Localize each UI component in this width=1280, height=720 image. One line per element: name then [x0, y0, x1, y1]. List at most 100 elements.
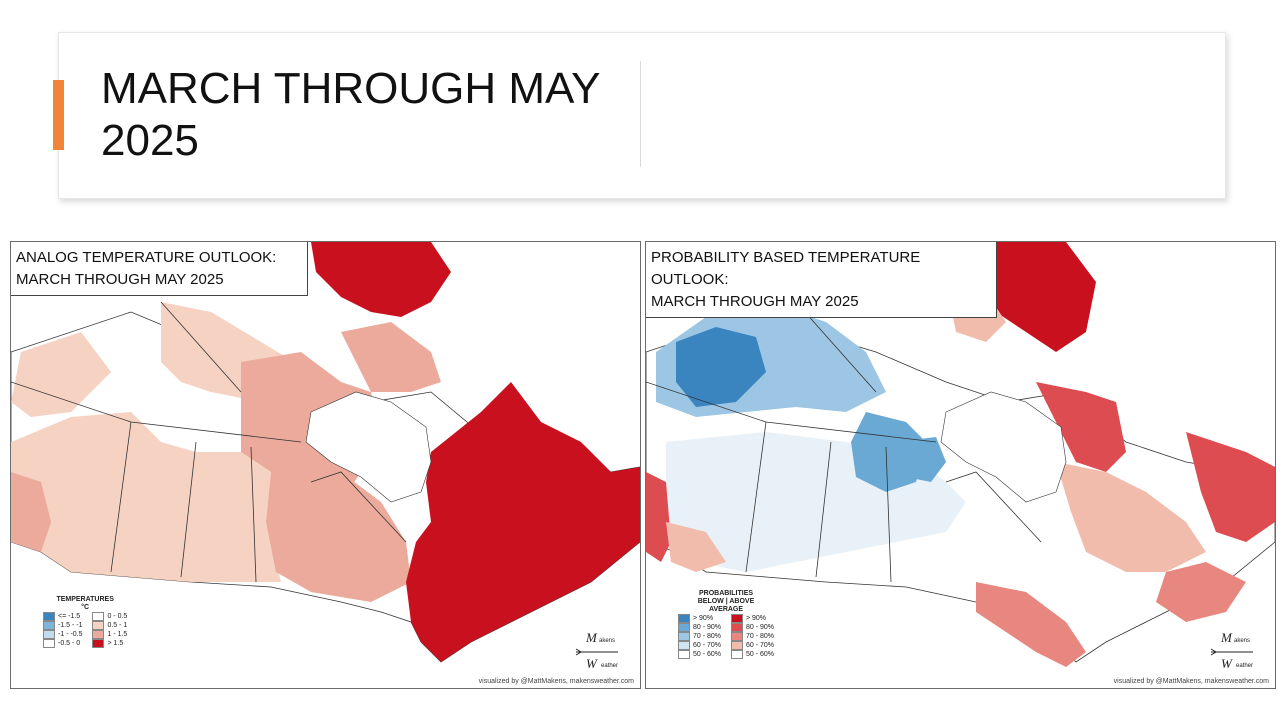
legend-label: > 90% — [693, 614, 714, 622]
legend-swatch — [730, 632, 743, 641]
region-east-dark — [406, 382, 640, 662]
analog-outlook-map: ANALOG TEMPERATURE OUTLOOK: MARCH THROUG… — [10, 241, 641, 689]
legend-swatch — [678, 614, 690, 623]
legend-item: 60 - 70% — [730, 641, 775, 650]
legend-item: 50 - 60% — [730, 650, 775, 659]
legend-label: 80 - 90% — [745, 623, 775, 631]
title-divider — [640, 61, 641, 167]
legend-item: 0 - 0.5 — [92, 612, 127, 621]
legend-item: 50 - 60% — [678, 650, 721, 659]
legend-item: -0.5 - 0 — [43, 639, 83, 648]
legend-label: 50 - 60% — [745, 650, 775, 658]
legend-label: 1 - 1.5 — [107, 630, 128, 638]
legend-label: 70 - 80% — [745, 632, 775, 640]
slide-title: MARCH THROUGH MAY 2025 — [101, 64, 600, 165]
svg-text:W: W — [1221, 656, 1233, 671]
svg-text:akens: akens — [1234, 638, 1250, 644]
provincial-borders — [11, 301, 407, 583]
region-maritimes-red — [1156, 562, 1246, 622]
legend-title: TEMPERATURES — [56, 596, 114, 603]
legend-title-line1: PROBABILITIES — [698, 590, 754, 597]
legend-item: -1 - -0.5 — [43, 630, 83, 639]
hudson-bay — [305, 391, 432, 503]
legend-swatch — [92, 630, 105, 639]
region-labrador-red — [1036, 382, 1126, 472]
legend-item: 80 - 90% — [678, 623, 721, 632]
svg-text:M: M — [1220, 630, 1233, 645]
legend-unit: °C — [81, 604, 90, 611]
region-west-pale — [11, 412, 281, 582]
map-title-line2: MARCH THROUGH MAY 2025 — [651, 293, 859, 310]
map-title-line2: MARCH THROUGH MAY 2025 — [16, 271, 224, 288]
map-credit: visualized by @MattMakens, makensweather… — [478, 678, 634, 685]
map-title: PROBABILITY BASED TEMPERATURE OUTLOOK: M… — [646, 242, 997, 318]
legend-label: > 90% — [745, 614, 767, 622]
makens-weather-logo-icon: M akens W eather — [1210, 630, 1253, 671]
region-southwest-pink — [666, 522, 726, 572]
svg-text:eather: eather — [601, 663, 618, 669]
map-title: ANALOG TEMPERATURE OUTLOOK: MARCH THROUG… — [11, 242, 308, 296]
legend-swatch — [730, 650, 743, 659]
legend-label: -0.5 - 0 — [58, 639, 81, 647]
legend-swatch — [92, 612, 105, 621]
legend-swatch — [678, 650, 690, 659]
hudson-bay — [940, 391, 1067, 503]
accent-bar — [53, 80, 64, 150]
legend-swatch — [92, 621, 105, 630]
region-northwest-dark-blue — [676, 327, 766, 407]
svg-text:W: W — [586, 656, 598, 671]
legend-label: 80 - 90% — [693, 623, 722, 631]
makens-weather-logo-icon: M akens W eather — [575, 630, 618, 671]
svg-text:eather: eather — [1236, 663, 1253, 669]
legend-swatch — [43, 612, 55, 621]
legend-title-line3: AVERAGE — [708, 606, 744, 613]
region-arctic-medium — [341, 322, 441, 392]
map-title-line1: PROBABILITY BASED TEMPERATURE OUTLOOK: — [651, 249, 921, 288]
legend-label: 0 - 0.5 — [107, 612, 128, 620]
legend-swatch — [730, 614, 743, 623]
region-east-coast-red — [1186, 432, 1275, 542]
region-north-pale-2 — [11, 332, 111, 417]
legend-swatch — [92, 639, 105, 648]
legend-label: <= -1.5 — [58, 612, 81, 620]
svg-text:M: M — [585, 630, 598, 645]
probability-outlook-map: PROBABILITY BASED TEMPERATURE OUTLOOK: M… — [645, 241, 1276, 689]
legend-item: 1 - 1.5 — [92, 630, 127, 639]
legend-item: > 1.5 — [92, 639, 127, 648]
legend-swatch — [43, 621, 55, 630]
region-great-lakes-pink — [976, 582, 1086, 667]
legend-label: 0.5 - 1 — [107, 621, 128, 629]
legend-item: 60 - 70% — [678, 641, 721, 650]
legend-title-line2: BELOW | ABOVE — [697, 598, 755, 605]
map-title-line1: ANALOG TEMPERATURE OUTLOOK: — [16, 249, 277, 266]
legend-label: 70 - 80% — [693, 632, 722, 640]
map-credit: visualized by @MattMakens, makensweather… — [1113, 678, 1269, 685]
region-bc-coast-red — [646, 472, 671, 562]
legend-item: <= -1.5 — [43, 612, 83, 621]
legend-item: 70 - 80% — [730, 632, 775, 641]
legend-label: > 1.5 — [107, 639, 124, 647]
region-south-medium — [266, 472, 411, 602]
legend-item: 0.5 - 1 — [92, 621, 127, 630]
legend-swatch — [43, 639, 55, 648]
analog-map-graphic — [11, 242, 640, 663]
region-quebec-pink — [1056, 462, 1206, 572]
svg-text:akens: akens — [599, 638, 615, 644]
region-arctic-dark — [311, 242, 451, 317]
legend-swatch — [730, 641, 743, 650]
legend-swatch — [678, 623, 690, 632]
legend-swatch — [678, 641, 690, 650]
legend-item: 70 - 80% — [678, 632, 721, 641]
legend-swatch — [730, 623, 743, 632]
legend-swatch — [678, 632, 690, 641]
legend-label: 60 - 70% — [745, 641, 775, 649]
temperature-legend: TEMPERATURES °C <= -1.5 -1.5 - -1 -1 - -0.… — [43, 596, 127, 648]
region-west-medium — [11, 472, 51, 552]
probability-legend: PROBABILITIES BELOW | ABOVE AVERAGE > 90… — [678, 590, 774, 659]
title-card: MARCH THROUGH MAY 2025 — [53, 32, 1226, 199]
probability-map-graphic — [646, 242, 1275, 667]
legend-label: 50 - 60% — [693, 650, 722, 658]
legend-item: > 90% — [730, 614, 774, 623]
legend-label: -1.5 - -1 — [58, 621, 83, 629]
legend-item: -1.5 - -1 — [43, 621, 83, 630]
